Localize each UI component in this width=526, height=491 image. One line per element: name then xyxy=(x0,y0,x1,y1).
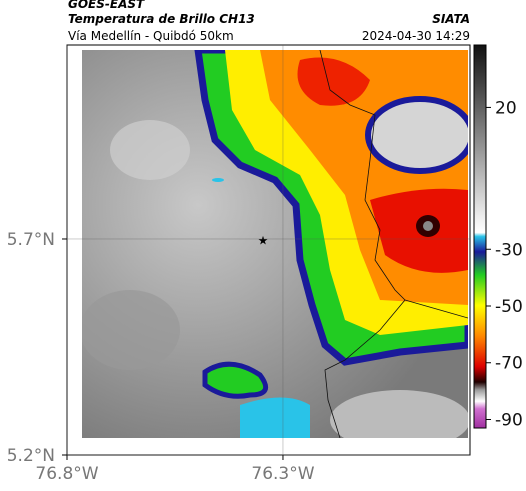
colorbar-tick-label: 20 xyxy=(495,98,517,118)
y-tick-label: 5.7°N xyxy=(7,230,55,250)
y-tick-label: 5.2°N xyxy=(7,446,55,466)
colorbar-tick-label: -90 xyxy=(495,410,523,430)
colorbar xyxy=(473,44,487,429)
city-marker: ★ xyxy=(258,234,269,248)
satellite-image xyxy=(82,50,468,438)
colorbar-tick-label: -70 xyxy=(495,354,523,374)
colorbar-tick-label: -30 xyxy=(495,240,523,260)
title: GOES-EAST xyxy=(68,0,145,11)
x-tick-label: 76.8°W xyxy=(35,464,98,484)
colorbar-tick-label: -50 xyxy=(495,297,523,317)
region: Vía Medellín - Quibdó 50km xyxy=(68,29,234,43)
x-tick-label: 76.3°W xyxy=(251,464,314,484)
subtitle: Temperatura de Brillo CH13 xyxy=(68,12,255,26)
timestamp: 2024-04-30 14:29 xyxy=(362,29,470,43)
source: SIATA xyxy=(432,12,470,26)
